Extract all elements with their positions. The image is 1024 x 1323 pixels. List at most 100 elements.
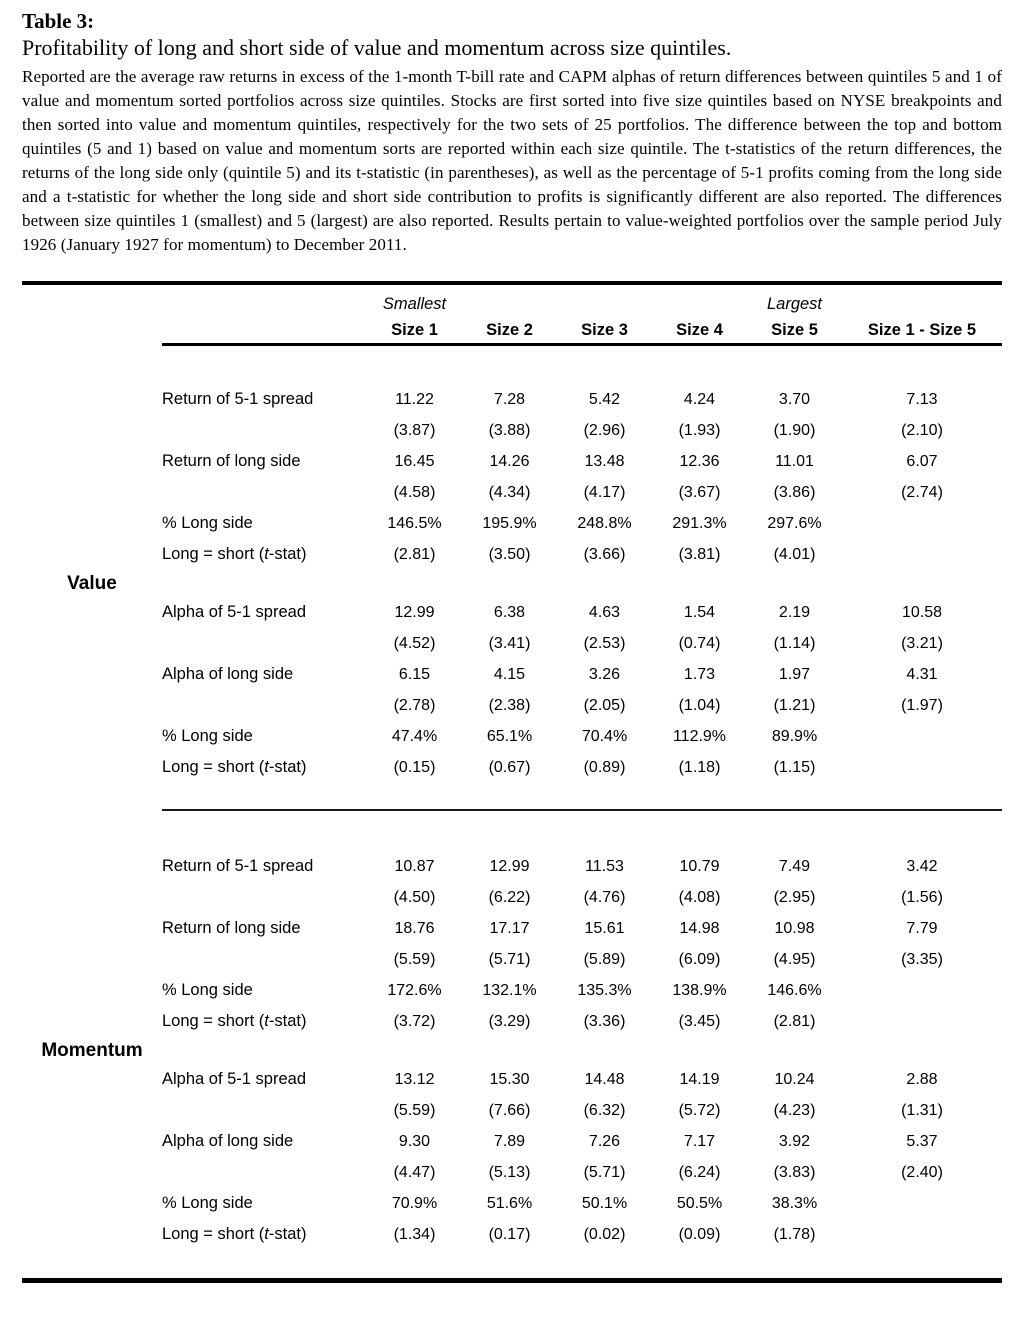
table-cell: 172.6% — [387, 981, 442, 999]
column-header-size4: Size 4 — [676, 321, 723, 339]
table-cell: 18.76 — [394, 919, 435, 937]
table-cell: (3.66) — [583, 545, 626, 563]
table-notes: Reported are the average raw returns in … — [22, 67, 1002, 254]
size-group-label-row: Smallest Largest — [22, 285, 1002, 314]
table-cell: 10.24 — [774, 1070, 815, 1088]
table-cell: 12.99 — [394, 603, 435, 621]
table-cell: 14.98 — [679, 919, 720, 937]
table-cell: 13.48 — [584, 452, 625, 470]
table-cell: 70.4% — [581, 727, 628, 745]
table-cell: (1.18) — [678, 758, 721, 776]
table-cell: (1.97) — [901, 696, 943, 714]
column-header-size3: Size 3 — [581, 321, 628, 339]
table-cell: (2.10) — [901, 421, 943, 439]
table-row: (2.78) (2.38) (2.05) (1.04) (1.21) (1.97) — [162, 690, 1002, 721]
table-cell: 15.61 — [584, 919, 625, 937]
row-label: Long = short (t-stat) — [162, 1012, 307, 1030]
table-cell: 3.70 — [778, 390, 811, 408]
table-cell: (3.88) — [488, 421, 531, 439]
table-row: Long = short (t-stat) (2.81) (3.50) (3.66) (… — [162, 539, 1002, 570]
table-cell: (2.40) — [901, 1163, 943, 1181]
column-header-size1-minus-size5: Size 1 - Size 5 — [867, 321, 977, 339]
smallest-group-label: Smallest — [382, 295, 447, 313]
table-cell: (2.95) — [773, 888, 816, 906]
section-rows: Return of 5-1 spread 11.22 7.28 5.42 4.24 3.7… — [162, 384, 1002, 783]
table-cell: (0.17) — [488, 1225, 531, 1243]
row-label: Long = short (t-stat) — [162, 1225, 307, 1243]
table-row: % Long side 47.4% 65.1% 70.4% 112.9% 89.9% — [162, 721, 1002, 752]
table-cell: 9.30 — [398, 1132, 431, 1150]
table-cell: 16.45 — [394, 452, 435, 470]
section-label: Value — [67, 572, 117, 594]
row-block: Return of 5-1 spread 10.87 12.99 11.53 10.79… — [162, 851, 1002, 1037]
table-number-title: Table 3: — [22, 9, 95, 33]
row-label: Return of long side — [162, 452, 301, 470]
table-cell: (0.15) — [393, 758, 436, 776]
table-cell: 11.01 — [775, 452, 814, 470]
table-cell: (2.38) — [488, 696, 531, 714]
row-label: Alpha of long side — [162, 665, 294, 683]
row-label: % Long side — [162, 514, 253, 532]
table-cell: (4.08) — [678, 888, 721, 906]
table-cell: 50.5% — [676, 1194, 723, 1212]
table-cell: 3.42 — [906, 857, 938, 875]
table-cell: (5.59) — [393, 950, 436, 968]
section-label: Momentum — [41, 1039, 143, 1061]
table-cell: (6.24) — [678, 1163, 721, 1181]
table-cell: (3.81) — [678, 545, 721, 563]
row-label: Alpha of 5-1 spread — [162, 1070, 307, 1088]
table-cell: (1.78) — [773, 1225, 816, 1243]
table-top-rule — [22, 281, 1002, 285]
table-cell: 6.07 — [906, 452, 938, 470]
column-header-size5: Size 5 — [771, 321, 818, 339]
table-cell: 10.87 — [394, 857, 435, 875]
table-cell: 291.3% — [672, 514, 727, 532]
table-cell: 248.8% — [577, 514, 632, 532]
table-cell: 14.19 — [679, 1070, 720, 1088]
table-bottom-rule — [22, 1278, 1002, 1283]
table-cell: (2.96) — [583, 421, 626, 439]
section-value: Value Return of 5-1 spread 11.22 7.28 5.42 4.… — [22, 346, 1002, 809]
table-cell: (1.14) — [773, 634, 816, 652]
table-cell: (4.01) — [773, 545, 816, 563]
row-label: Return of long side — [162, 919, 301, 937]
table-cell: 14.26 — [489, 452, 530, 470]
table-row: Alpha of 5-1 spread 12.99 6.38 4.63 1.54 2.19… — [162, 597, 1002, 628]
table-cell: (0.89) — [583, 758, 626, 776]
table-cell: 50.1% — [581, 1194, 628, 1212]
table-cell: (4.17) — [583, 483, 626, 501]
table-cell: (3.87) — [393, 421, 436, 439]
table-cell: (5.89) — [583, 950, 626, 968]
table-row: Return of long side 16.45 14.26 13.48 12.36 1… — [162, 446, 1002, 477]
table-row: Long = short (t-stat) (0.15) (0.67) (0.89) (… — [162, 752, 1002, 783]
table-cell: 7.17 — [683, 1132, 716, 1150]
table-body: Value Return of 5-1 spread 11.22 7.28 5.42 4.… — [22, 346, 1002, 1278]
row-label: % Long side — [162, 727, 253, 745]
table-cell: 65.1% — [486, 727, 533, 745]
table-cell: 135.3% — [577, 981, 632, 999]
table-cell: 11.22 — [395, 390, 434, 408]
table-cell: 15.30 — [489, 1070, 530, 1088]
table-cell: 146.5% — [387, 514, 442, 532]
row-label: Long = short (t-stat) — [162, 758, 307, 776]
row-block: Alpha of 5-1 spread 12.99 6.38 4.63 1.54 2.19… — [162, 597, 1002, 783]
table-row: % Long side 146.5% 195.9% 248.8% 291.3% 297.6… — [162, 508, 1002, 539]
table-cell: 6.15 — [398, 665, 431, 683]
table-cell: (3.29) — [488, 1012, 531, 1030]
table-cell: 112.9% — [672, 727, 727, 745]
table-cell: 47.4% — [391, 727, 438, 745]
table-cell: (2.81) — [393, 545, 436, 563]
table-cell: (5.71) — [583, 1163, 626, 1181]
table-cell: (3.67) — [678, 483, 721, 501]
table-cell: (4.47) — [393, 1163, 436, 1181]
row-label: Alpha of long side — [162, 1132, 294, 1150]
table-cell: (4.58) — [393, 483, 436, 501]
table-cell: 4.63 — [588, 603, 621, 621]
table-cell: 4.24 — [683, 390, 716, 408]
table-cell: 7.28 — [493, 390, 526, 408]
table-cell: 17.17 — [489, 919, 530, 937]
table-cell: 146.6% — [767, 981, 822, 999]
table-row: (4.52) (3.41) (2.53) (0.74) (1.14) (3.21) — [162, 628, 1002, 659]
table-cell: (3.72) — [393, 1012, 436, 1030]
table-cell: 5.42 — [588, 390, 621, 408]
